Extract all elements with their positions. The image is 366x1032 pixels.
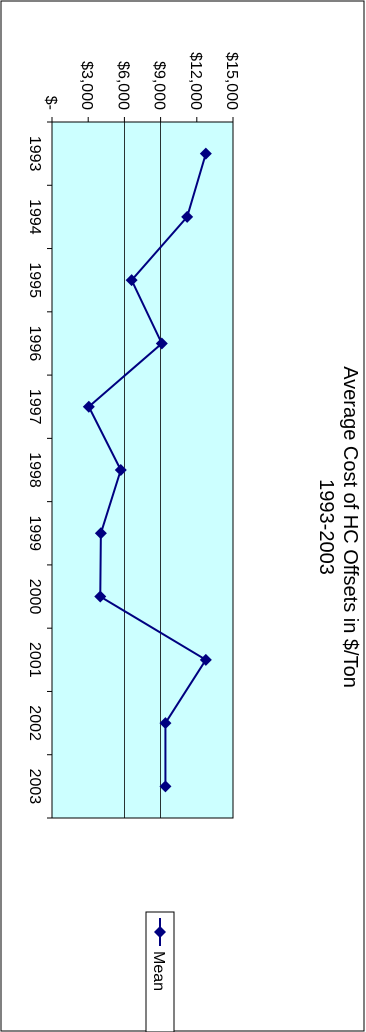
x-axis: 1993 1994 1995 1996 1997 1998 1999 2000 2001 2002…: [26, 121, 52, 819]
y-tick-label: $-: [42, 96, 59, 110]
data-point: [94, 590, 107, 603]
legend-marker: [154, 926, 166, 938]
x-tick-label: 1993: [26, 136, 43, 172]
x-tick-label: 1995: [26, 262, 43, 298]
y-tick-label: $15,000: [223, 52, 240, 110]
data-point: [94, 527, 107, 540]
y-tick-label: $12,000: [187, 52, 204, 110]
data-point: [159, 717, 172, 730]
plot-area: [51, 121, 234, 819]
data-point: [155, 337, 168, 350]
x-tick-label: 1996: [26, 326, 43, 362]
data-point: [199, 653, 212, 666]
data-point: [181, 210, 194, 223]
chart-subtitle: 1993-2003: [315, 479, 337, 575]
x-tick-label: 2003: [26, 769, 43, 805]
x-tick-label: 2000: [26, 579, 43, 615]
x-tick-label: 1994: [26, 199, 43, 235]
data-point: [82, 400, 95, 413]
x-tick-label: 2001: [26, 642, 43, 678]
series-group: [82, 147, 212, 793]
y-tick-label: $3,000: [78, 61, 95, 110]
x-tick-label: 2002: [26, 705, 43, 741]
x-tick-label: 1999: [26, 515, 43, 551]
legend: Mean: [145, 911, 175, 1032]
x-tick-label: 1997: [26, 389, 43, 425]
y-tick-label: $9,000: [151, 61, 168, 110]
chart-title: Average Cost of HC Offsets in $/Ton: [339, 366, 361, 688]
x-tick-label: 1998: [26, 452, 43, 488]
data-point: [159, 780, 172, 793]
data-point: [199, 147, 212, 160]
data-point: [114, 464, 127, 476]
legend-label: Mean: [150, 951, 167, 991]
y-tick-label: $6,000: [114, 61, 131, 110]
y-axis: $- $3,000 $6,000 $9,000 $12,000 $15,000: [42, 52, 240, 122]
data-point: [125, 274, 138, 287]
